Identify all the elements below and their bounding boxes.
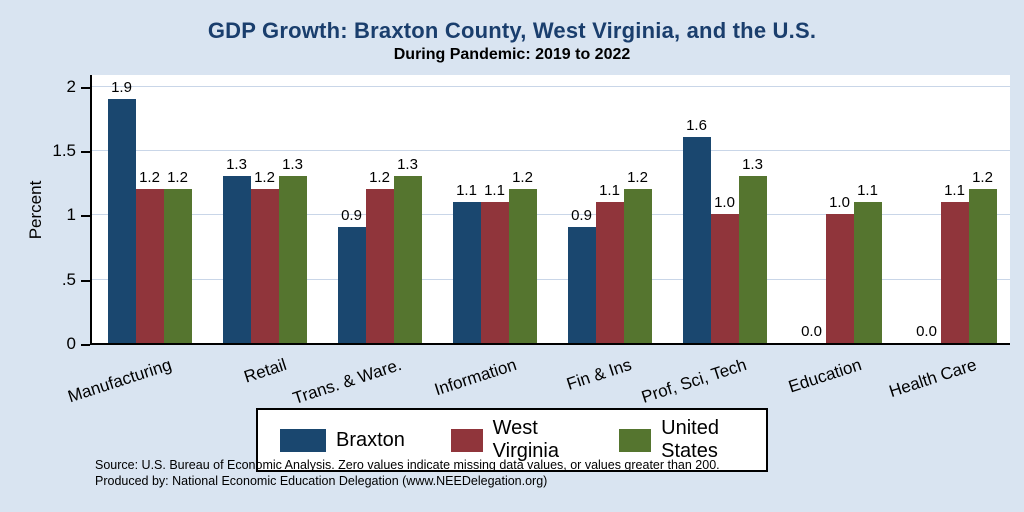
bar-braxton <box>222 175 251 343</box>
bar-braxton <box>337 227 366 343</box>
bar-value-label: 1.2 <box>627 168 648 186</box>
bar-value-label: 1.9 <box>111 78 132 96</box>
legend: Braxton West Virginia United States <box>256 408 768 472</box>
bar-value-label: 1.6 <box>686 117 707 135</box>
bar-braxton <box>682 137 711 343</box>
bar-united-states <box>163 188 192 343</box>
bar-west-virginia <box>710 214 739 343</box>
bar-braxton <box>452 201 481 343</box>
bar-value-label: 1.0 <box>829 194 850 212</box>
chart-subtitle: During Pandemic: 2019 to 2022 <box>393 46 631 63</box>
bar-braxton <box>567 227 596 343</box>
bar-value-label: 1.3 <box>397 155 418 173</box>
produced-by-line: Produced by: National Economic Education… <box>95 474 548 489</box>
bar-united-states <box>738 175 767 343</box>
bar-value-label: 1.1 <box>484 181 505 199</box>
source-note: Source: U.S. Bureau of Economic Analysis… <box>95 457 720 490</box>
bar-value-label: 1.2 <box>972 168 993 186</box>
gridline <box>92 278 1010 280</box>
bar-value-label: 0.9 <box>341 207 362 225</box>
bar-west-virginia <box>825 214 854 343</box>
bar-united-states <box>853 201 882 343</box>
bar-value-label: 0.0 <box>916 323 937 340</box>
gridline <box>92 214 1010 216</box>
bar-value-label: 1.1 <box>857 181 878 199</box>
bar-value-label: 0.9 <box>571 207 592 225</box>
bar-value-label: 1.2 <box>369 168 390 186</box>
y-tick-mark <box>81 344 90 346</box>
source-line: Source: U.S. Bureau of Economic Analysis… <box>95 458 720 472</box>
legend-label: Braxton <box>336 428 405 451</box>
y-tick-mark <box>81 151 90 154</box>
bar-west-virginia <box>480 201 509 343</box>
bar-value-label: 1.1 <box>944 181 965 199</box>
legend-label: West Virginia <box>492 417 559 462</box>
y-tick-label: 1 <box>66 205 76 225</box>
y-tick-label: .5 <box>61 269 76 289</box>
bar-value-label: 1.1 <box>456 181 477 199</box>
bar-value-label: 1.3 <box>742 155 763 173</box>
bar-value-label: 1.2 <box>139 168 160 186</box>
bar-west-virginia <box>595 201 624 343</box>
x-axis-label: Health Care <box>886 355 979 402</box>
y-tick-label: 2 <box>66 76 76 96</box>
plot-area: 1.9 1.3 0.9 1.1 0.9 1.6 0.0 0.0 1.2 1.2 1.2 1.1 1.1 1… <box>90 75 1010 345</box>
y-tick-mark <box>81 215 90 218</box>
bar-west-virginia <box>135 188 164 343</box>
y-tick-mark <box>81 86 90 89</box>
legend-swatch <box>450 428 483 452</box>
bar-united-states <box>968 188 997 343</box>
bar-united-states <box>623 188 652 343</box>
legend-item: West Virginia <box>450 417 573 463</box>
bar-value-label: 1.2 <box>167 168 188 186</box>
bar-value-label: 1.0 <box>714 194 735 212</box>
legend-swatch <box>280 428 326 452</box>
bar-united-states <box>278 175 307 343</box>
chart-title: GDP Growth: Braxton County, West Virgini… <box>207 18 817 43</box>
legend-swatch <box>619 428 652 452</box>
bar-value-label: 1.3 <box>282 155 303 173</box>
bar-united-states <box>393 175 422 343</box>
gridline <box>92 150 1010 152</box>
legend-item: United States <box>619 417 744 463</box>
legend-item: Braxton <box>280 428 405 452</box>
bar-value-label: 1.1 <box>599 181 620 199</box>
y-tick-label: 0 <box>66 334 76 353</box>
bar-value-label: 1.3 <box>226 155 247 173</box>
legend-label: United States <box>661 417 719 462</box>
bar-united-states <box>508 188 537 343</box>
bar-braxton <box>107 98 136 343</box>
bar-west-virginia <box>365 188 394 343</box>
bar-west-virginia <box>250 188 279 343</box>
y-tick-label: 1.5 <box>52 141 76 161</box>
y-tick-mark <box>81 279 90 282</box>
gridline <box>92 85 1010 87</box>
bar-value-label: 0.0 <box>801 323 822 340</box>
bar-west-virginia <box>940 201 969 343</box>
bar-value-label: 1.2 <box>254 168 275 186</box>
bar-value-label: 1.2 <box>512 168 533 186</box>
